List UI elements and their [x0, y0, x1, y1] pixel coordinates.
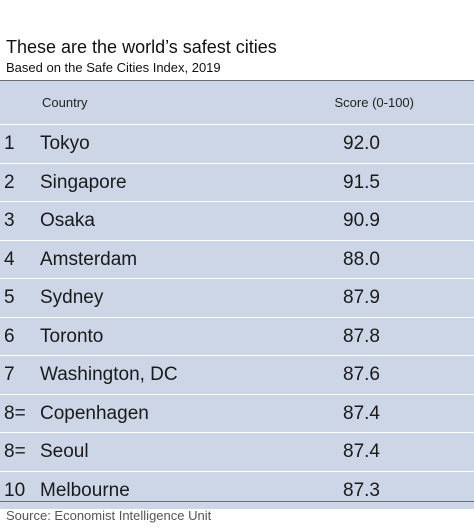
country-cell: Amsterdam: [40, 248, 138, 270]
country-cell: Osaka: [40, 210, 95, 231]
rank-cell: 1: [4, 133, 15, 154]
score-cell: 90.9: [343, 210, 380, 231]
score-cell: 87.8: [343, 325, 380, 347]
table-row: 4 Amsterdam 88.0: [0, 239, 474, 278]
rank-cell: 3: [4, 210, 15, 231]
table-header: Country Score (0-100): [0, 81, 474, 124]
rank-cell: 6: [4, 325, 15, 347]
rank-cell: 4: [4, 248, 15, 270]
country-cell: Copenhagen: [40, 402, 149, 424]
table-row: 5 Sydney 87.9: [0, 278, 474, 317]
country-cell: Tokyo: [40, 133, 90, 154]
rank-cell: 8=: [4, 402, 26, 424]
rank-cell: 5: [4, 287, 15, 308]
table-row: 8= Copenhagen 87.4: [0, 393, 474, 432]
rank-cell: 2: [4, 171, 15, 193]
column-header-country: Country: [42, 95, 88, 110]
bottom-rule: [0, 501, 474, 502]
table-row: 3 Osaka 90.9: [0, 201, 474, 240]
column-header-score: Score (0-100): [334, 95, 414, 110]
score-cell: 87.9: [343, 287, 380, 308]
source-note: Source: Economist Intelligence Unit: [6, 508, 212, 523]
score-cell: 91.5: [343, 171, 380, 193]
rankings-table: Country Score (0-100) 1 Tokyo 92.0 2 Singapo…: [0, 81, 474, 509]
score-cell: 87.3: [343, 479, 380, 501]
score-cell: 92.0: [343, 133, 380, 154]
country-cell: Toronto: [40, 325, 104, 347]
table-row: 8= Seoul 87.4: [0, 432, 474, 471]
score-cell: 87.6: [343, 364, 380, 385]
table-row: 10 Melbourne 87.3: [0, 470, 474, 509]
chart-title: These are the world’s safest cities: [6, 37, 277, 57]
rank-cell: 7: [4, 364, 15, 385]
country-cell: Melbourne: [40, 479, 130, 501]
table-row: 2 Singapore 91.5: [0, 162, 474, 201]
score-cell: 87.4: [343, 441, 380, 462]
score-cell: 88.0: [343, 248, 380, 270]
country-cell: Singapore: [40, 171, 127, 193]
chart-subtitle: Based on the Safe Cities Index, 2019: [6, 60, 221, 75]
country-cell: Seoul: [40, 441, 89, 462]
table-row: 7 Washington, DC 87.6: [0, 355, 474, 394]
table-body: 1 Tokyo 92.0 2 Singapore 91.5 3 Osaka 90.9 4 Amste…: [0, 124, 474, 509]
rank-cell: 8=: [4, 441, 26, 462]
top-rule: [0, 80, 474, 81]
country-cell: Sydney: [40, 287, 104, 308]
rank-cell: 10: [4, 479, 26, 501]
country-cell: Washington, DC: [40, 364, 178, 385]
table-row: 6 Toronto 87.8: [0, 316, 474, 355]
score-cell: 87.4: [343, 402, 380, 424]
table-row: 1 Tokyo 92.0: [0, 124, 474, 163]
